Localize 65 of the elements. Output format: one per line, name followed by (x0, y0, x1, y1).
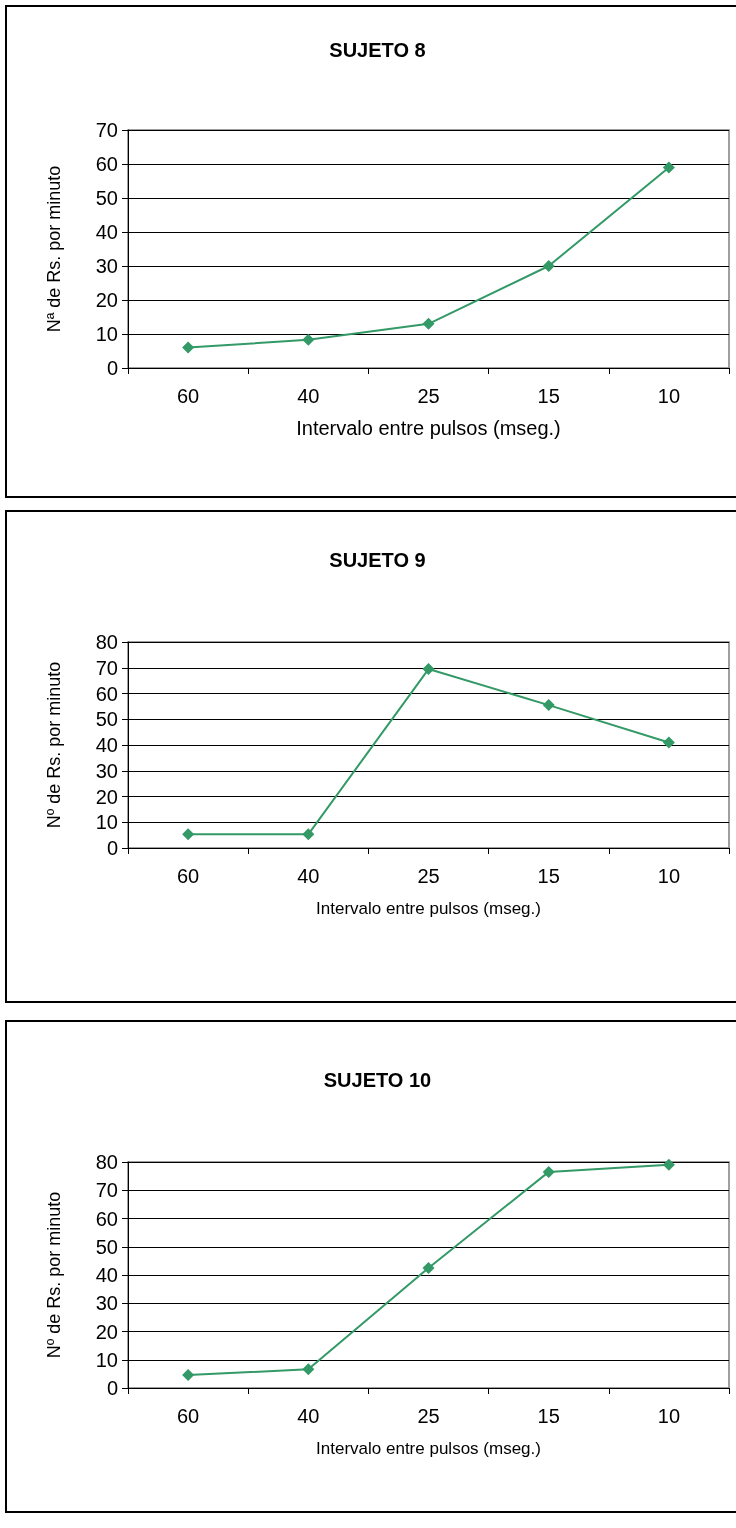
chart-title: SUJETO 10 (323, 1069, 432, 1091)
y-tick-label: 20 (95, 785, 118, 808)
point (182, 1369, 195, 1382)
x-tick-label: 25 (417, 1405, 440, 1427)
y-tick-label: 70 (95, 656, 118, 679)
point (542, 699, 555, 712)
point (542, 260, 555, 272)
x-tick-label: 10 (657, 1405, 681, 1427)
y-tick-label: 0 (106, 1377, 118, 1399)
y-tick-label: 60 (95, 1207, 118, 1230)
y-tick-label: 40 (95, 734, 118, 756)
y-tick-label: 60 (95, 682, 118, 705)
y-tick-label: 10 (95, 811, 118, 834)
point (662, 1158, 675, 1171)
point (662, 736, 675, 749)
y-tick-label: 70 (95, 1179, 118, 1202)
x-axis-title: Intervalo entre pulsos (mseg.) (316, 899, 541, 918)
x-tick-label: 10 (657, 385, 681, 407)
y-tick-label: 0 (106, 357, 118, 379)
x-tick-label: 60 (176, 865, 200, 887)
point (302, 1363, 315, 1376)
y-tick-label: 20 (95, 289, 118, 311)
y-tick-label: 50 (95, 708, 118, 731)
y-tick-label: 30 (95, 759, 118, 782)
x-tick-label: 60 (176, 385, 200, 407)
point (422, 317, 435, 330)
x-tick-label: 40 (297, 385, 320, 407)
point (422, 1261, 435, 1274)
chart-title: SUJETO 9 (329, 549, 426, 571)
x-tick-label: 40 (297, 1405, 320, 1427)
y-axis-title: Nº de Rs. por minuto (44, 1191, 64, 1359)
y-tick-label: 80 (95, 631, 118, 653)
x-tick-label: 15 (537, 865, 560, 887)
x-tick-label: 40 (297, 865, 320, 887)
y-tick-label: 40 (95, 221, 118, 243)
x-axis-title: Intervalo entre pulsos (mseg.) (316, 1439, 541, 1458)
x-tick-label: 25 (417, 385, 440, 407)
x-tick-label: 60 (176, 1405, 200, 1427)
chart-title: SUJETO 8 (329, 39, 426, 61)
y-tick-label: 0 (106, 837, 118, 859)
point (542, 1165, 555, 1178)
y-tick-label: 80 (95, 1151, 118, 1173)
x-axis-title: Intervalo entre pulsos (mseg.) (296, 417, 561, 439)
y-tick-label: 30 (95, 255, 118, 277)
point (182, 828, 195, 841)
y-tick-label: 10 (95, 1348, 118, 1371)
point (422, 663, 435, 676)
x-tick-label: 15 (537, 1405, 560, 1427)
y-tick-label: 60 (95, 153, 118, 175)
point (302, 828, 315, 841)
y-tick-label: 20 (95, 1320, 118, 1343)
x-tick-label: 15 (537, 385, 560, 407)
point (662, 161, 675, 174)
y-tick-label: 30 (95, 1292, 118, 1315)
point (302, 333, 315, 346)
y-axis-title: Nª de Rs. por minuto (44, 165, 64, 333)
y-tick-label: 10 (95, 323, 118, 345)
y-tick-label: 50 (95, 187, 118, 209)
y-tick-label: 70 (95, 119, 118, 141)
y-axis-title: Nº de Rs. por minuto (44, 661, 64, 829)
y-tick-label: 50 (95, 1235, 118, 1258)
x-tick-label: 25 (417, 865, 440, 887)
point (182, 341, 195, 354)
x-tick-label: 10 (657, 865, 681, 887)
y-tick-label: 40 (95, 1264, 118, 1286)
